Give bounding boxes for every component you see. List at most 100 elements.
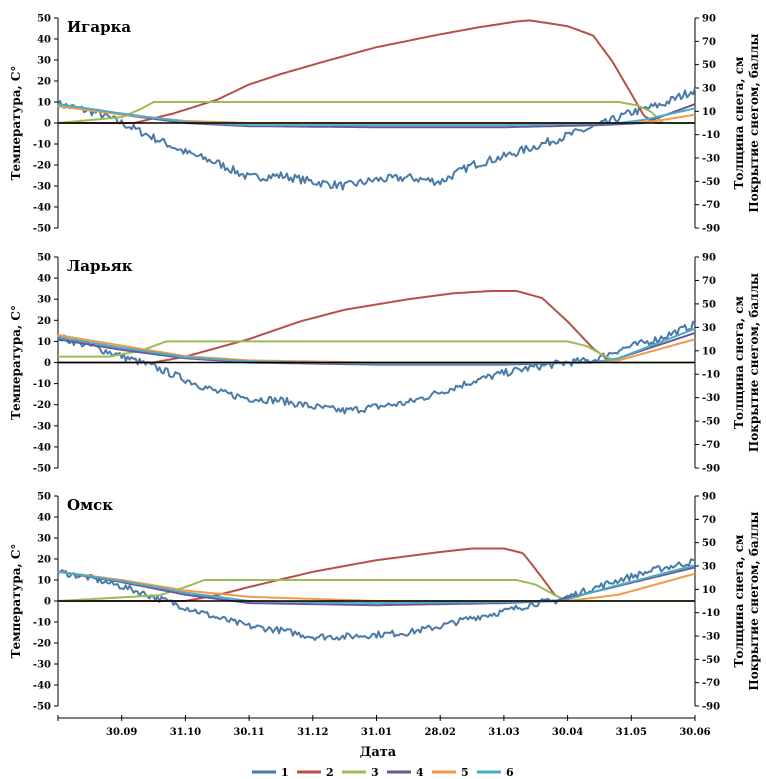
- left-tick-label: -10: [33, 618, 51, 629]
- left-tick-label: 40: [37, 35, 51, 46]
- left-axis-label: Температура, С°: [9, 305, 23, 420]
- series-6-line: [57, 564, 696, 605]
- right-tick-label: 50: [702, 60, 716, 71]
- series-3-line: [58, 340, 695, 364]
- x-tick-label: 28.02: [425, 727, 456, 738]
- left-tick-label: 30: [37, 534, 51, 545]
- legend-label: 6: [506, 766, 514, 779]
- right-tick-label: 70: [702, 37, 716, 48]
- series-3-line: [57, 101, 695, 124]
- right-tick-label: -50: [702, 177, 720, 188]
- x-tick-label: 30.06: [679, 727, 710, 738]
- panel-title: Ларьяк: [67, 257, 133, 275]
- legend-label: 4: [416, 766, 424, 779]
- right-axis-label-snow-depth: Толщина снега, см: [732, 295, 746, 429]
- right-tick-label: 90: [702, 253, 716, 264]
- right-tick-label: -30: [702, 632, 720, 643]
- left-tick-label: 10: [37, 576, 51, 587]
- left-tick-label: -30: [33, 660, 51, 671]
- left-tick-label: -30: [33, 421, 51, 432]
- left-tick-label: -10: [33, 140, 51, 151]
- left-tick-label: 40: [37, 513, 51, 524]
- left-tick-label: 0: [44, 119, 51, 130]
- left-tick-label: -10: [33, 379, 51, 390]
- right-tick-label: -50: [702, 655, 720, 666]
- left-tick-label: 50: [37, 253, 51, 264]
- left-tick-label: 50: [37, 14, 51, 25]
- right-tick-label: 50: [702, 299, 716, 310]
- left-tick-label: 20: [37, 316, 51, 327]
- right-tick-label: -50: [702, 417, 720, 428]
- left-tick-label: -50: [33, 224, 51, 235]
- right-tick-label: 90: [702, 492, 716, 503]
- left-tick-label: -50: [33, 464, 51, 475]
- x-tick-label: 31.12: [297, 727, 328, 738]
- right-tick-label: 70: [702, 276, 716, 287]
- left-tick-label: 30: [37, 295, 51, 306]
- series-1-line: [57, 320, 696, 415]
- panel-1: 50 40 30 20 10 0 -10 -20 -30 -40 -50 90 70 50 30 10 -10 -…: [9, 14, 761, 235]
- series-2-line: [58, 290, 695, 364]
- right-tick-label: -70: [702, 678, 720, 689]
- x-tick-label: 31.01: [361, 727, 392, 738]
- left-tick-label: -20: [33, 639, 51, 650]
- left-tick-label: -40: [33, 681, 51, 692]
- x-axis: 30.09 31.10 30.11 31.12 31.01 28.02 31.03 30.04…: [57, 715, 711, 738]
- right-tick-label: 90: [702, 14, 716, 25]
- legend: 1 2 3 4 5 6: [252, 766, 514, 779]
- right-axis-label-snow-depth: Толщина снега, см: [732, 534, 746, 668]
- right-tick-label: 30: [702, 323, 716, 334]
- right-tick-label: 10: [702, 346, 716, 357]
- right-tick-label: 50: [702, 538, 716, 549]
- right-tick-label: -30: [702, 154, 720, 165]
- right-axis-label-snow-cover: Покрытие снегом, баллы: [747, 511, 761, 690]
- right-axis-label-snow-cover: Покрытие снегом, баллы: [747, 273, 761, 452]
- right-axis-label-snow-cover: Покрытие снегом, баллы: [747, 33, 761, 212]
- panel-title: Игарка: [67, 18, 131, 36]
- series-5-line: [57, 105, 696, 124]
- left-tick-label: -20: [33, 161, 51, 172]
- left-tick-label: 10: [37, 98, 51, 109]
- legend-label: 1: [281, 766, 289, 779]
- left-tick-label: -40: [33, 203, 51, 214]
- left-tick-label: 0: [44, 358, 51, 369]
- legend-label: 2: [326, 766, 334, 779]
- right-tick-label: -70: [702, 200, 720, 211]
- right-tick-label: 10: [702, 107, 716, 118]
- right-tick-label: 10: [702, 585, 716, 596]
- series-4-line: [57, 332, 696, 366]
- panel-title: Омск: [67, 496, 113, 514]
- x-tick-label: 31.10: [170, 727, 201, 738]
- right-tick-label: 30: [702, 562, 716, 573]
- right-tick-label: -70: [702, 440, 720, 451]
- right-tick-label: -90: [702, 702, 720, 713]
- right-tick-label: 30: [702, 84, 716, 95]
- left-tick-label: -30: [33, 182, 51, 193]
- right-tick-label: -90: [702, 464, 720, 475]
- right-tick-label: -10: [702, 608, 720, 619]
- left-axis-label: Температура, С°: [9, 66, 23, 181]
- series-1-line: [57, 558, 695, 641]
- series-4-line: [57, 103, 696, 129]
- left-axis-label: Температура, С°: [9, 544, 23, 659]
- panel-3: 50 40 30 20 10 0 -10 -20 -30 -40 -50 90 70 50 30 10 -10 -…: [9, 492, 761, 713]
- series-2-line: [58, 547, 695, 602]
- right-axis-label-snow-depth: Толщина снега, см: [732, 56, 746, 190]
- x-tick-label: 30.04: [552, 727, 583, 738]
- right-tick-label: -10: [702, 370, 720, 381]
- left-tick-label: 30: [37, 56, 51, 67]
- legend-label: 3: [371, 766, 379, 779]
- right-tick-label: -90: [702, 224, 720, 235]
- panel-2: 50 40 30 20 10 0 -10 -20 -30 -40 -50 90 70 50 30 10 -10 -…: [9, 253, 761, 475]
- right-tick-label: -30: [702, 393, 720, 404]
- left-tick-label: 40: [37, 274, 51, 285]
- left-tick-label: 20: [37, 555, 51, 566]
- left-tick-label: -40: [33, 442, 51, 453]
- x-axis-label: Дата: [360, 745, 397, 760]
- left-tick-label: -20: [33, 400, 51, 411]
- left-tick-label: 20: [37, 77, 51, 88]
- left-tick-label: 0: [44, 597, 51, 608]
- x-tick-label: 30.09: [106, 727, 137, 738]
- x-tick-label: 31.05: [616, 727, 647, 738]
